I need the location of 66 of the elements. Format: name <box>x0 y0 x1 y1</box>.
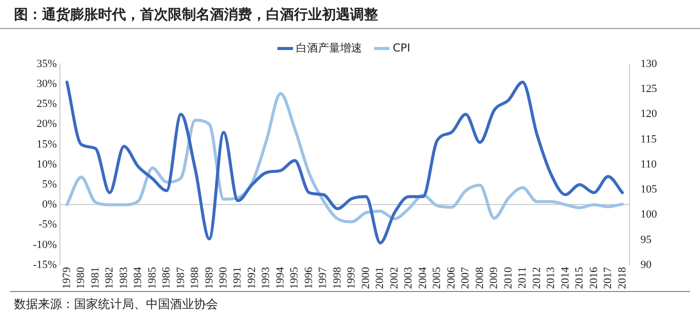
x-tick-label: 2000 <box>360 266 372 289</box>
legend-label: CPI <box>392 41 410 54</box>
y-tick-label: 30% <box>36 78 57 90</box>
x-tick-label: 1999 <box>346 266 358 289</box>
x-tick-label: 2001 <box>374 267 386 289</box>
y-tick-label: -5% <box>38 218 57 231</box>
y2-tick-label: 125 <box>640 83 658 96</box>
x-tick-label: 2014 <box>559 266 572 289</box>
x-tick-label: 1995 <box>288 266 301 289</box>
y2-tick-label: 115 <box>640 133 658 146</box>
x-tick-label: 1982 <box>104 267 116 289</box>
x-tick-label: 2002 <box>388 267 400 289</box>
x-tick-label: 1981 <box>89 267 102 289</box>
y-tick-label: 20% <box>36 118 57 130</box>
source-note: 数据来源：国家统计局、中国酒业协会 <box>10 291 690 317</box>
x-tick-label: 2012 <box>530 267 543 289</box>
y-tick-label: 5% <box>42 178 57 190</box>
x-tick-label: 2015 <box>574 266 586 289</box>
y2-tick-label: 100 <box>640 208 658 221</box>
y-tick-label: -10% <box>33 238 57 251</box>
x-tick-label: 1991 <box>232 267 244 289</box>
x-tick-label: 1980 <box>75 266 88 289</box>
x-tick-label: 1979 <box>60 266 73 289</box>
y-tick-label: 15% <box>36 138 57 150</box>
legend-label: 白酒产量增速 <box>296 41 362 54</box>
x-tick-label: 1989 <box>203 266 216 289</box>
x-tick-label: 2018 <box>616 266 628 289</box>
x-tick-label: 1987 <box>174 266 187 289</box>
x-tick-label: 2006 <box>445 266 458 289</box>
x-tick-label: 1988 <box>189 266 202 289</box>
y2-tick-label: 105 <box>640 184 658 196</box>
x-tick-label: 2007 <box>460 266 472 289</box>
line-series <box>65 80 624 244</box>
x-tick-label: 1998 <box>331 266 344 289</box>
x-tick-label: 1985 <box>146 266 158 289</box>
y-tick-label: -15% <box>33 258 57 271</box>
y2-tick-label: 110 <box>640 158 658 170</box>
x-tick-label: 2013 <box>545 266 558 289</box>
y2-tick-label: 120 <box>640 108 658 120</box>
x-tick-label: 2017 <box>602 266 614 289</box>
y2-tick-label: 90 <box>640 258 652 271</box>
x-tick-label: 1993 <box>260 266 272 289</box>
x-tick-label: 2004 <box>416 266 429 289</box>
x-tick-label: 2008 <box>474 266 486 289</box>
x-tick-label: 1984 <box>132 266 144 289</box>
x-tick-label: 1996 <box>302 266 315 289</box>
x-tick-label: 1994 <box>274 266 286 289</box>
y2-tick-label: 95 <box>640 234 652 246</box>
x-tick-label: 1986 <box>160 266 173 289</box>
x-tick-label: 2016 <box>588 266 600 289</box>
chart-title: 图：通货膨胀时代，首次限制名酒消费，白酒行业初遇调整 <box>0 0 700 29</box>
x-tick-label: 2009 <box>488 266 500 289</box>
x-tick-label: 2003 <box>402 266 415 289</box>
x-tick-label: 2005 <box>431 266 444 289</box>
line-series <box>65 92 624 224</box>
y-tick-label: 0% <box>42 198 57 211</box>
x-tick-label: 1983 <box>118 266 130 289</box>
y2-tick-label: 130 <box>640 58 658 70</box>
y-tick-label: 10% <box>36 158 57 170</box>
x-tick-label: 1992 <box>246 267 258 289</box>
y-tick-label: 25% <box>36 98 57 110</box>
x-tick-label: 1997 <box>317 266 330 289</box>
x-tick-label: 1990 <box>218 266 230 289</box>
x-tick-label: 2010 <box>502 266 514 289</box>
y-tick-label: 35% <box>36 58 57 70</box>
x-tick-label: 2011 <box>516 267 529 289</box>
